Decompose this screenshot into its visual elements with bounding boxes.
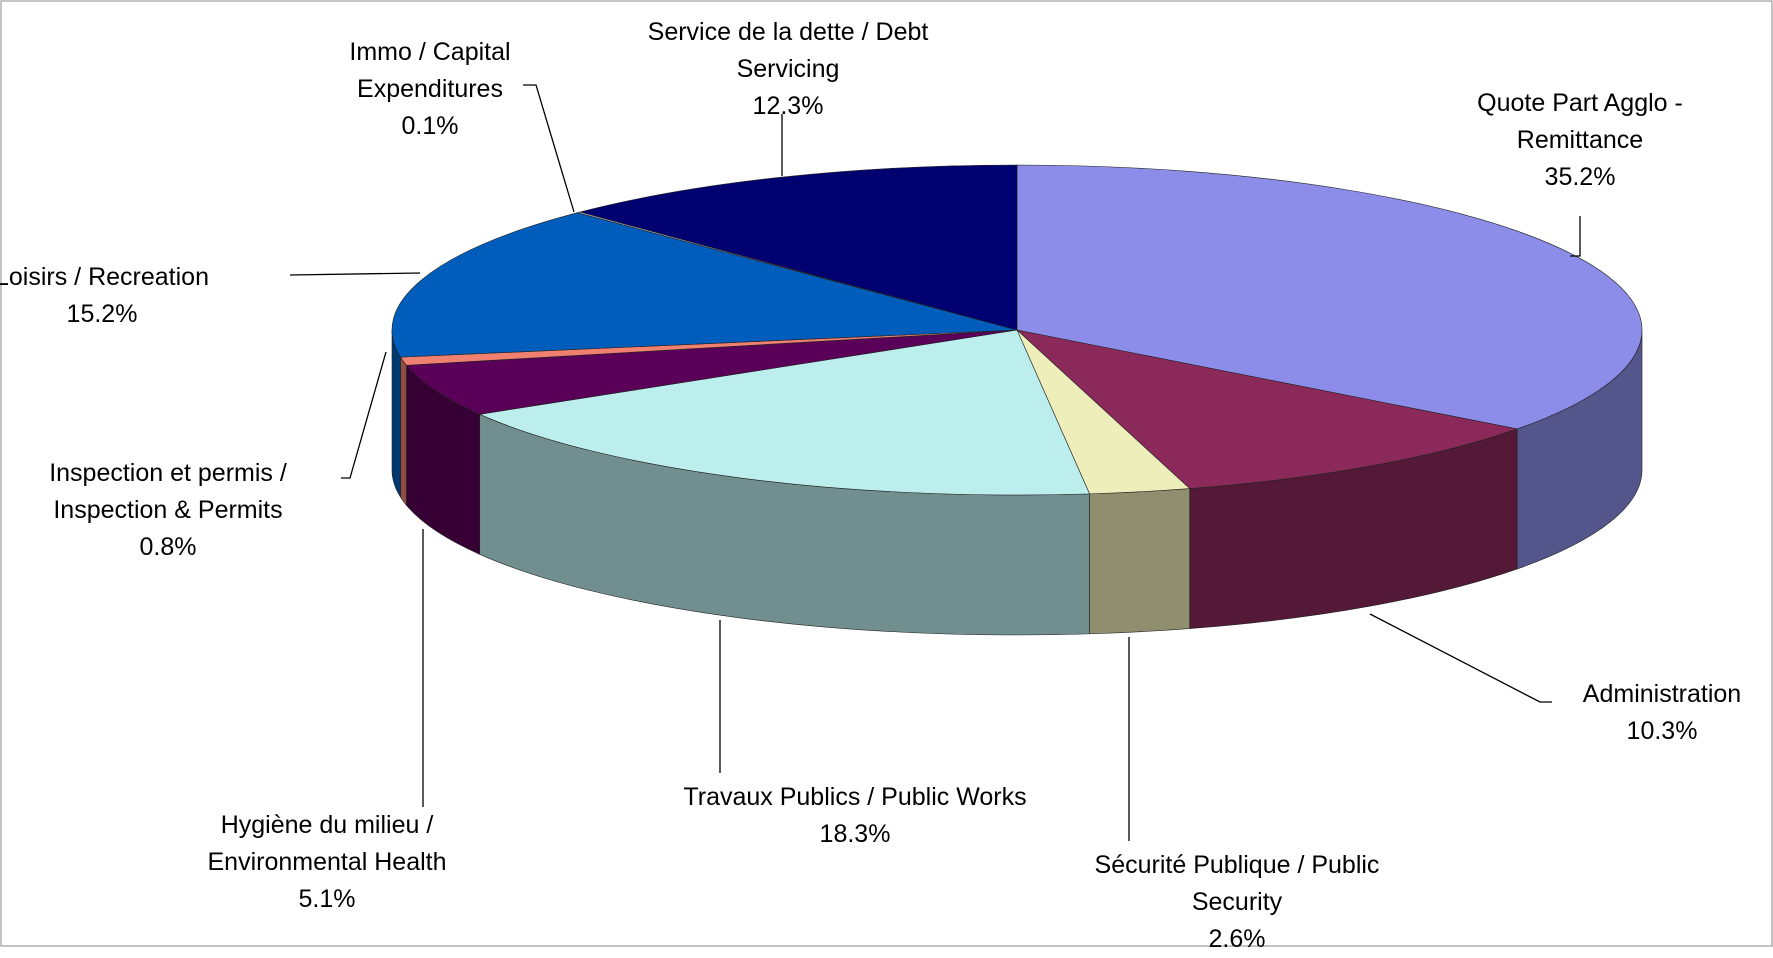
slice-label: Administration 10.3% — [1502, 676, 1773, 750]
value-label: 0.1% — [401, 112, 459, 140]
slice-side — [400, 356, 407, 507]
leader-line — [1369, 613, 1552, 703]
category-label: Inspection et permis / Inspection & Perm… — [49, 459, 287, 524]
slice-label: Hygiène du milieu / Environmental Health… — [167, 807, 487, 918]
slice — [579, 164, 1018, 331]
slice — [405, 329, 1018, 415]
slice-label: Immo / Capital Expenditures 0.1% — [310, 34, 550, 145]
category-label: Hygiène du milieu / Environmental Health — [207, 811, 447, 876]
value-label: 10.3% — [1626, 717, 1698, 745]
category-label: Travaux Publics / Public Works — [683, 783, 1027, 811]
value-label: 2.6% — [1208, 925, 1266, 953]
category-label: Sécurité Publique / Public Security — [1094, 851, 1380, 916]
leader-line — [523, 84, 575, 213]
value-label: 15.2% — [66, 300, 138, 328]
slice — [1016, 329, 1519, 489]
slice-label: Inspection et permis / Inspection & Perm… — [3, 455, 333, 566]
slice — [391, 212, 1018, 358]
leader-line — [1570, 216, 1581, 257]
category-label: Quote Part Agglo - Remittance — [1477, 89, 1683, 154]
value-label: 5.1% — [298, 885, 356, 913]
leader-line — [289, 272, 421, 276]
slice-label: Sécurité Publique / Public Security 2.6% — [1092, 847, 1382, 958]
value-label: 35.2% — [1544, 163, 1616, 191]
category-label: Service de la dette / Debt Servicing — [647, 18, 929, 83]
category-label: Immo / Capital Expenditures — [349, 38, 511, 103]
slice — [478, 329, 1091, 496]
leader-line — [341, 351, 387, 479]
slice-label: Loisirs / Recreation 15.2% — [0, 259, 222, 333]
slice-side — [1089, 488, 1190, 635]
slice-label: Service de la dette / Debt Servicing 12.3… — [598, 14, 978, 125]
value-label: 12.3% — [752, 92, 824, 120]
category-label: Loisirs / Recreation — [0, 263, 209, 291]
value-label: 0.8% — [139, 533, 197, 561]
slice-label: Quote Part Agglo - Remittance 35.2% — [1450, 85, 1710, 196]
slice-label: Travaux Publics / Public Works 18.3% — [675, 779, 1035, 853]
value-label: 18.3% — [819, 820, 891, 848]
category-label: Administration — [1582, 680, 1742, 708]
